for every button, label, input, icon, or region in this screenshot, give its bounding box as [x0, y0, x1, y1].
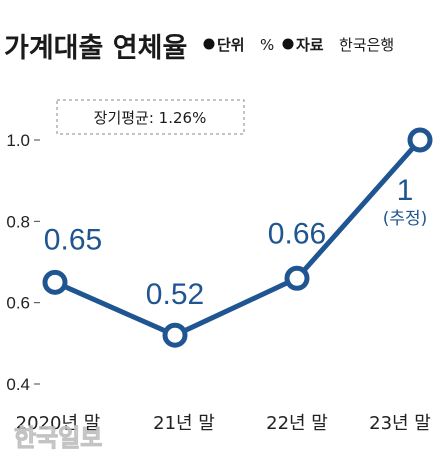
source-label: 자료 [296, 36, 324, 54]
series-group: 0.65 0.52 0.66 1 [42, 127, 433, 348]
x-axis: 2020년 말 21년 말 22년 말 23년 말 [16, 413, 431, 434]
bullet-icon [203, 38, 215, 50]
watermark: 한국일보 [14, 424, 102, 452]
annotation-text: 장기평균: 1.26% [94, 109, 207, 127]
x-tick-label: 21년 말 [153, 413, 215, 434]
data-point [42, 269, 68, 295]
estimate-note: (추정) [383, 209, 428, 229]
data-label: 0.52 [146, 278, 204, 311]
annotation-box [56, 99, 245, 135]
unit-label: 단위 [217, 36, 245, 54]
y-tick-label: 0.4 [6, 375, 30, 394]
series-line [52, 137, 423, 338]
x-tick-label: 23년 말 [369, 413, 431, 434]
y-tick-label: 1.0 [6, 131, 30, 150]
data-point [162, 322, 188, 348]
chart-title: 가계대출 연체율 [4, 33, 187, 64]
data-label: 0.66 [268, 217, 326, 250]
y-tick-label: 0.6 [6, 294, 30, 313]
bullet-icon [282, 38, 294, 50]
x-tick-label: 2020년 말 [16, 413, 101, 434]
y-axis: 0.4 0.6 0.8 1.0 [6, 131, 40, 394]
data-label: 0.65 [44, 223, 102, 256]
y-tick-label: 0.8 [6, 212, 30, 231]
data-label: 1 [397, 174, 414, 207]
x-tick-label: 22년 말 [266, 413, 328, 434]
unit-value: % [260, 36, 274, 54]
source-value: 한국은행 [339, 36, 394, 54]
data-point [284, 265, 310, 291]
data-point [407, 127, 433, 153]
